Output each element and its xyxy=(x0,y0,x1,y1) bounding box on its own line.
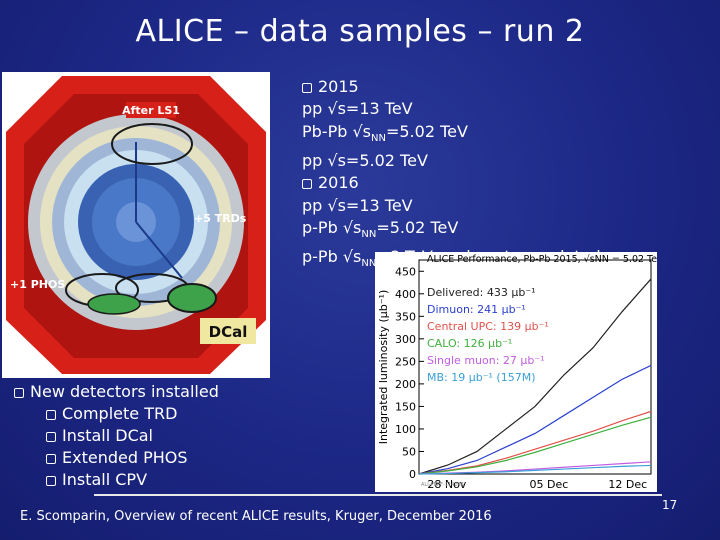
series-line-0 xyxy=(418,278,652,475)
dcal-label: DCal xyxy=(209,323,248,341)
y-axis-label: Integrated luminosity (μb⁻¹) xyxy=(377,290,390,445)
checkbox-bullet-icon xyxy=(302,83,312,93)
checkbox-bullet-icon xyxy=(46,476,56,486)
footer-citation: E. Scomparin, Overview of recent ALICE r… xyxy=(20,509,492,524)
bullet-line-2: Pb-Pb √sNN=5.02 TeV xyxy=(302,121,468,144)
bullet-line-6: p-Pb √sNN=5.02 TeV xyxy=(302,217,459,241)
x-tick-label: 05 Dec xyxy=(530,478,569,491)
legend-entry-0: Delivered: 433 μb⁻¹ xyxy=(427,286,536,299)
x-tick-label: 12 Dec xyxy=(608,478,647,491)
y-tick-label: 150 xyxy=(395,400,416,413)
luminosity-chart-svg: 0 50 100 150 200 250 300 350 400 450 28 Nov 05 Dec 1… xyxy=(377,254,664,491)
legend-entry-1: Dimuon: 241 μb⁻¹ xyxy=(427,303,526,316)
y-tick-label: 350 xyxy=(395,310,416,323)
bullet-line-3: pp √s=5.02 TeV xyxy=(302,151,428,171)
y-tick-label: 250 xyxy=(395,355,416,368)
legend-entry-5: MB: 19 μb⁻¹ (157M) xyxy=(427,371,536,384)
run-list: 2015 pp √s=13 TeV Pb-Pb √sNN=5.02 TeV pp… xyxy=(302,76,717,276)
detector-cross-section-image: DCal After LS1 +5 TRDs +1 PHOS xyxy=(2,72,270,378)
list-item: Extended PHOS xyxy=(14,447,219,469)
legend-entry-4: Single muon: 27 μb⁻¹ xyxy=(427,354,545,367)
checkbox-bullet-icon xyxy=(46,432,56,442)
checkbox-bullet-icon xyxy=(46,454,56,464)
new-detectors-list: New detectors installed Complete TRD Ins… xyxy=(14,381,219,491)
list-item: Install DCal xyxy=(14,425,219,447)
checkbox-bullet-icon xyxy=(14,388,24,398)
bullet-line-0: 2015 xyxy=(302,76,717,98)
y-tick-label: 400 xyxy=(395,288,416,301)
y-tick-label: 450 xyxy=(395,265,416,278)
list-item: Complete TRD xyxy=(14,403,219,425)
chart-title: ALICE Performance, Pb-Pb 2015, √sNN = 5.… xyxy=(427,254,657,265)
chart-watermark: ALI-PERF-114244 xyxy=(421,482,464,488)
series-line-5 xyxy=(418,464,652,475)
slide-title: ALICE – data samples – run 2 xyxy=(135,14,585,49)
bullet-line-4: 2016 xyxy=(302,172,717,194)
y-tick-label: 0 xyxy=(409,468,416,481)
luminosity-chart: 0 50 100 150 200 250 300 350 400 450 28 Nov 05 Dec 1… xyxy=(375,252,664,492)
series-line-3 xyxy=(418,416,652,475)
x-tick-label: 28 Nov xyxy=(427,478,466,491)
list-head: New detectors installed xyxy=(14,381,219,403)
y-tick-label: 50 xyxy=(402,445,416,458)
plot-frame xyxy=(418,259,652,475)
footer-divider xyxy=(94,494,662,496)
legend-entry-3: CALO: 126 μb⁻¹ xyxy=(427,337,512,350)
after-ls1-label: After LS1 xyxy=(122,104,180,117)
y-tick-label: 200 xyxy=(395,378,416,391)
series-line-1 xyxy=(418,364,652,475)
y-tick-label: 100 xyxy=(395,423,416,436)
page-number: 17 xyxy=(662,498,678,512)
list-item: Install CPV xyxy=(14,469,219,491)
y-tick-label: 300 xyxy=(395,333,416,346)
legend-entry-2: Central UPC: 139 μb⁻¹ xyxy=(427,320,549,333)
phos-label: +1 PHOS xyxy=(10,278,65,291)
bullet-line-1: pp √s=13 TeV xyxy=(302,99,413,119)
bullet-line-5: pp √s=13 TeV xyxy=(302,195,413,215)
series-line-4 xyxy=(418,461,652,475)
trd-label: +5 TRDs xyxy=(194,212,247,225)
series-line-2 xyxy=(418,410,652,475)
checkbox-bullet-icon xyxy=(46,410,56,420)
checkbox-bullet-icon xyxy=(302,179,312,190)
